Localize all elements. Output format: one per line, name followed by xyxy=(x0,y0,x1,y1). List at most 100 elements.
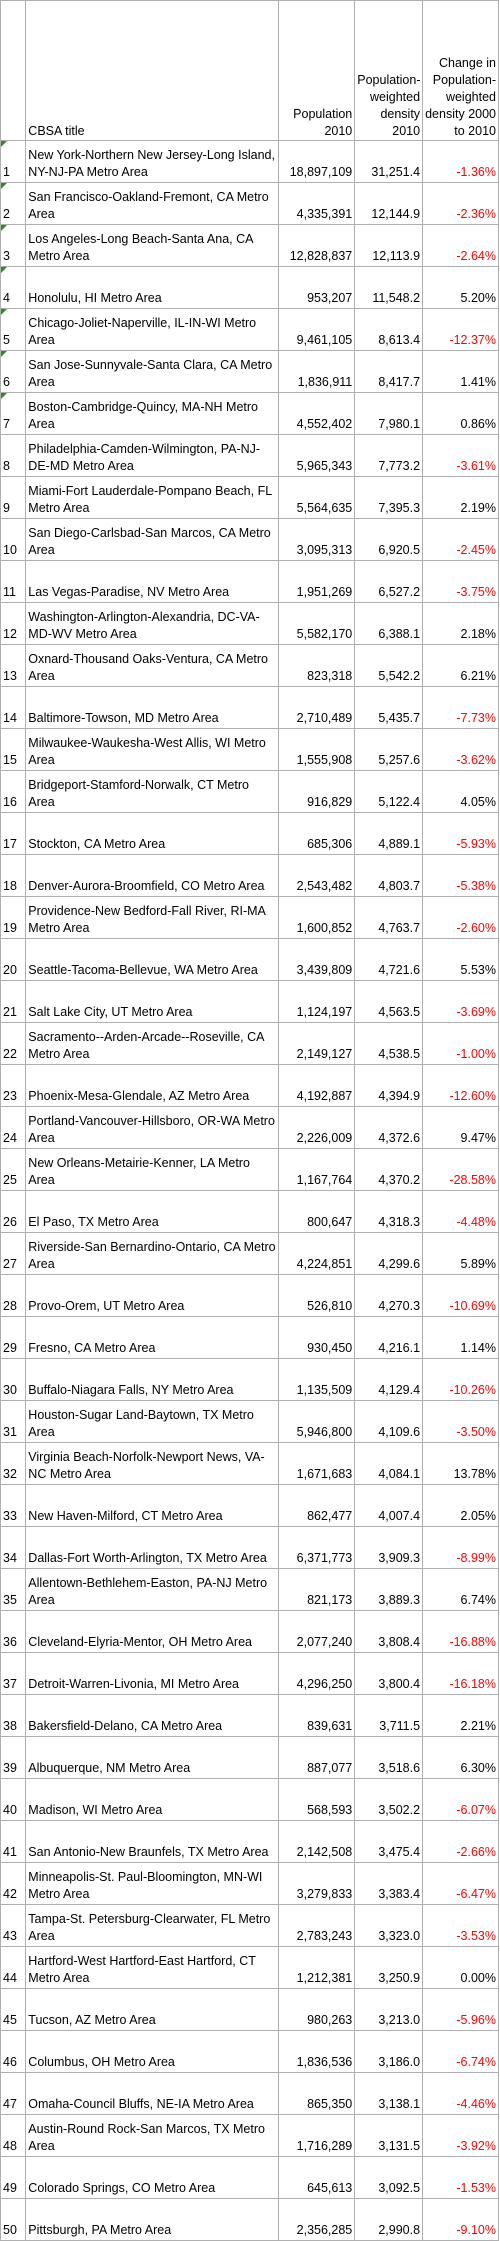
cbsa-title-cell: Allentown-Bethlehem-Easton, PA-NJ Metro … xyxy=(25,1568,280,1611)
density-cell-text: 4,216.1 xyxy=(378,1341,421,1355)
population-cell-text: 4,335,391 xyxy=(296,207,353,221)
table-row: 39 Albuquerque, NM Metro Area 887,077 3,518… xyxy=(0,1736,499,1779)
rank-cell-text: 10 xyxy=(3,543,17,557)
population-cell: 2,077,240 xyxy=(278,1610,356,1653)
density-cell: 7,980.1 xyxy=(354,392,424,435)
rank-cell-text: 3 xyxy=(3,249,10,263)
population-cell-text: 3,095,313 xyxy=(296,543,353,557)
population-cell-text: 862,477 xyxy=(307,1509,353,1523)
table-row: 7 Boston-Cambridge-Quincy, MA-NH Metro Ar… xyxy=(0,392,499,435)
cbsa-title-cell-text: Seattle-Tacoma-Bellevue, WA Metro Area xyxy=(28,963,258,977)
change-cell: 5.53% xyxy=(422,938,499,981)
population-cell: 5,582,170 xyxy=(278,602,356,645)
cbsa-title-cell: Provo-Orem, UT Metro Area xyxy=(25,1274,280,1317)
change-cell-text: 6.74% xyxy=(460,1593,496,1607)
change-cell-text: 13.78% xyxy=(453,1467,496,1481)
population-cell: 2,710,489 xyxy=(278,686,356,729)
rank-cell-text: 40 xyxy=(3,1803,17,1817)
population-cell: 2,142,508 xyxy=(278,1820,356,1863)
cbsa-title-cell: Portland-Vancouver-Hillsboro, OR-WA Metr… xyxy=(25,1106,280,1149)
change-cell-text: 0.86% xyxy=(460,417,496,431)
rank-cell-text: 39 xyxy=(3,1761,17,1775)
cbsa-title-cell: Miami-Fort Lauderdale-Pompano Beach, FL … xyxy=(25,476,280,519)
header-change: Change in Population-weighted density 20… xyxy=(422,0,499,141)
cbsa-title-cell-text: Tampa-St. Petersburg-Clearwater, FL Metr… xyxy=(28,1912,271,1943)
density-cell-text: 4,270.3 xyxy=(378,1299,421,1313)
rank-cell: 25 xyxy=(0,1148,27,1191)
table-row: 43 Tampa-St. Petersburg-Clearwater, FL Me… xyxy=(0,1904,499,1947)
density-cell-text: 4,370.2 xyxy=(378,1173,421,1187)
population-cell: 4,192,887 xyxy=(278,1064,356,1107)
rank-cell: 43 xyxy=(0,1904,27,1947)
table-row: 9 Miami-Fort Lauderdale-Pompano Beach, FL… xyxy=(0,476,499,519)
cbsa-title-cell-text: Denver-Aurora-Broomfield, CO Metro Area xyxy=(28,879,265,893)
density-cell: 3,518.6 xyxy=(354,1736,424,1779)
density-cell: 11,548.2 xyxy=(354,266,424,309)
cbsa-title-cell: Omaha-Council Bluffs, NE-IA Metro Area xyxy=(25,2072,280,2115)
density-cell-text: 4,763.7 xyxy=(378,921,421,935)
density-cell: 6,527.2 xyxy=(354,560,424,603)
population-cell-text: 1,671,683 xyxy=(296,1467,353,1481)
rank-cell-text: 8 xyxy=(3,459,10,473)
rank-cell-text: 14 xyxy=(3,711,17,725)
change-cell-text: -5.93% xyxy=(456,837,496,851)
rank-cell: 45 xyxy=(0,1988,27,2031)
table-row: 31 Houston-Sugar Land-Baytown, TX Metro A… xyxy=(0,1400,499,1443)
rank-cell-text: 26 xyxy=(3,1215,17,1229)
change-cell-text: -3.50% xyxy=(456,1425,496,1439)
rank-cell: 28 xyxy=(0,1274,27,1317)
density-cell-text: 3,518.6 xyxy=(378,1761,421,1775)
cbsa-title-cell-text: New Haven-Milford, CT Metro Area xyxy=(28,1509,223,1523)
density-cell-text: 7,980.1 xyxy=(378,417,421,431)
density-cell: 3,909.3 xyxy=(354,1526,424,1569)
population-cell-text: 980,263 xyxy=(307,2013,353,2027)
population-cell-text: 6,371,773 xyxy=(296,1551,353,1565)
change-cell: -2.60% xyxy=(422,896,499,939)
rank-cell-text: 31 xyxy=(3,1425,17,1439)
rank-cell-text: 47 xyxy=(3,2097,17,2111)
change-cell-text: -2.36% xyxy=(456,207,496,221)
cbsa-title-cell-text: Stockton, CA Metro Area xyxy=(28,837,166,851)
table-body: 1 New York-Northern New Jersey-Long Islan… xyxy=(0,140,499,2241)
change-cell: 6.74% xyxy=(422,1568,499,1611)
density-cell: 3,250.9 xyxy=(354,1946,424,1989)
population-cell: 980,263 xyxy=(278,1988,356,2031)
table-row: 1 New York-Northern New Jersey-Long Islan… xyxy=(0,140,499,183)
change-cell: 2.21% xyxy=(422,1694,499,1737)
rank-cell-text: 32 xyxy=(3,1467,17,1481)
cbsa-title-cell-text: New Orleans-Metairie-Kenner, LA Metro Ar… xyxy=(28,1156,250,1187)
header-row: CBSA title Population 2010 Population-we… xyxy=(0,0,499,141)
rank-cell-text: 38 xyxy=(3,1719,17,1733)
table-row: 48 Austin-Round Rock-San Marcos, TX Metro… xyxy=(0,2114,499,2157)
change-cell: -4.48% xyxy=(422,1190,499,1233)
change-cell-text: -1.36% xyxy=(456,165,496,179)
cbsa-title-cell-text: Virginia Beach-Norfolk-Newport News, VA-… xyxy=(28,1450,265,1481)
population-cell: 2,226,009 xyxy=(278,1106,356,1149)
rank-cell-text: 24 xyxy=(3,1131,17,1145)
cbsa-title-cell-text: Albuquerque, NM Metro Area xyxy=(28,1761,191,1775)
rank-cell: 2 xyxy=(0,182,27,225)
population-cell: 1,167,764 xyxy=(278,1148,356,1191)
rank-cell: 17 xyxy=(0,812,27,855)
population-cell-text: 12,828,837 xyxy=(289,249,353,263)
error-flag-icon xyxy=(1,393,7,399)
table-row: 14 Baltimore-Towson, MD Metro Area 2,710,4… xyxy=(0,686,499,729)
population-cell: 2,543,482 xyxy=(278,854,356,897)
table-row: 17 Stockton, CA Metro Area 685,306 4,889.1 -… xyxy=(0,812,499,855)
change-cell-text: 2.21% xyxy=(460,1719,496,1733)
rank-cell-text: 45 xyxy=(3,2013,17,2027)
change-cell: -3.50% xyxy=(422,1400,499,1443)
rank-cell: 50 xyxy=(0,2198,27,2241)
population-cell: 1,836,536 xyxy=(278,2030,356,2073)
table-row: 37 Detroit-Warren-Livonia, MI Metro Area 4… xyxy=(0,1652,499,1695)
change-cell: -1.00% xyxy=(422,1022,499,1065)
rank-cell: 33 xyxy=(0,1484,27,1527)
cbsa-title-cell-text: San Diego-Carlsbad-San Marcos, CA Metro … xyxy=(28,526,271,557)
population-cell-text: 2,543,482 xyxy=(296,879,353,893)
density-cell-text: 5,542.2 xyxy=(378,669,421,683)
population-cell-text: 2,710,489 xyxy=(296,711,353,725)
rank-cell-text: 34 xyxy=(3,1551,17,1565)
rank-cell-text: 22 xyxy=(3,1047,17,1061)
population-cell: 3,095,313 xyxy=(278,518,356,561)
cbsa-title-cell-text: Dallas-Fort Worth-Arlington, TX Metro Ar… xyxy=(28,1551,267,1565)
